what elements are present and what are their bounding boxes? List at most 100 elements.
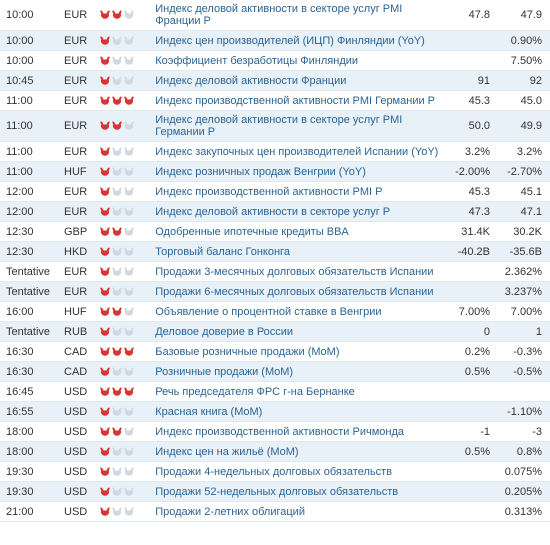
impact-bull-icon: [111, 486, 123, 498]
event-time: 19:30: [0, 482, 58, 502]
event-forecast: [446, 482, 498, 502]
event-link[interactable]: Продажи 6-месячных долговых обязательств…: [155, 286, 433, 298]
calendar-row[interactable]: 10:00EURИндекс цен производителей (ИЦП) …: [0, 31, 550, 51]
calendar-row[interactable]: 11:00EURИндекс закупочных цен производит…: [0, 142, 550, 162]
event-previous: 30.2K: [498, 222, 550, 242]
impact-bull-icon: [123, 226, 135, 238]
calendar-row[interactable]: 10:45EURИндекс деловой активности Франци…: [0, 71, 550, 91]
calendar-row[interactable]: 19:30USD Продажи 52-недельных долговых об…: [0, 482, 550, 502]
event-link[interactable]: Деловое доверие в России: [155, 326, 293, 338]
event-link[interactable]: Речь председателя ФРС г-на Бернанке: [155, 386, 355, 398]
event-link[interactable]: Индекс розничных продаж Венгрии (YoY): [155, 166, 366, 178]
event-time: 11:00: [0, 111, 58, 142]
event-forecast: [446, 502, 498, 522]
event-link[interactable]: Объявление о процентной ставке в Венгрии: [155, 306, 381, 318]
event-link[interactable]: Индекс цен производителей (ИЦП) Финлянди…: [155, 35, 425, 47]
event-previous: 0.205%: [498, 482, 550, 502]
event-link[interactable]: Индекс производственной активности PMI Г…: [155, 95, 435, 107]
impact-bull-icon: [111, 166, 123, 178]
calendar-row[interactable]: 19:30USDПродажи 4-недельных долговых обя…: [0, 462, 550, 482]
event-currency: EUR: [58, 262, 93, 282]
event-name: Индекс производственной активности PMI P: [149, 182, 446, 202]
calendar-row[interactable]: 18:00USDИндекс цен на жильё (MoM)0.5%0.8…: [0, 442, 550, 462]
event-name: Продажи 4-недельных долговых обязательст…: [149, 462, 446, 482]
impact-bull-icon: [99, 206, 111, 218]
calendar-row[interactable]: 16:30CADРозничные продажи (MoM)0.5%-0.5%: [0, 362, 550, 382]
event-time: 16:30: [0, 342, 58, 362]
calendar-row[interactable]: 16:55USDКрасная книга (MoM)-1.10%: [0, 402, 550, 422]
event-link[interactable]: Продажи 3-месячных долговых обязательств…: [155, 266, 433, 278]
event-link[interactable]: Одобренные ипотечные кредиты BBA: [155, 226, 349, 238]
calendar-row[interactable]: 10:00EURКоэффициент безработицы Финлянди…: [0, 51, 550, 71]
impact-bull-icon: [123, 55, 135, 67]
event-previous: 0.90%: [498, 31, 550, 51]
calendar-row[interactable]: 11:00EURИндекс производственной активнос…: [0, 91, 550, 111]
impact-bull-icon: [123, 286, 135, 298]
event-link[interactable]: Индекс производственной активности PMI P: [155, 186, 382, 198]
event-link[interactable]: Индекс деловой активности в секторе услу…: [155, 114, 402, 138]
calendar-row[interactable]: TentativeRUBДеловое доверие в России01: [0, 322, 550, 342]
impact-bull-icon: [111, 120, 123, 132]
event-currency: EUR: [58, 182, 93, 202]
impact-bull-icon: [123, 75, 135, 87]
event-time: Tentative: [0, 282, 58, 302]
event-time: 21:00: [0, 502, 58, 522]
event-link[interactable]: Продажи 4-недельных долговых обязательст…: [155, 466, 392, 478]
event-name: Розничные продажи (MoM): [149, 362, 446, 382]
calendar-row[interactable]: TentativeEURПродажи 3-месячных долговых …: [0, 262, 550, 282]
calendar-row[interactable]: 18:00USDИндекс производственной активнос…: [0, 422, 550, 442]
event-name: Индекс деловой активности в секторе услу…: [149, 202, 446, 222]
event-currency: EUR: [58, 0, 93, 31]
event-currency: EUR: [58, 142, 93, 162]
event-link[interactable]: Индекс закупочных цен производителей Исп…: [155, 146, 438, 158]
calendar-row[interactable]: 12:30GBPОдобренные ипотечные кредиты BBA…: [0, 222, 550, 242]
event-link[interactable]: Базовые розничные продажи (MoM): [155, 346, 339, 358]
event-link[interactable]: Розничные продажи (MoM): [155, 366, 293, 378]
event-link[interactable]: Торговый баланс Гонконга: [155, 246, 290, 258]
calendar-row[interactable]: TentativeEURПродажи 6-месячных долговых …: [0, 282, 550, 302]
calendar-row[interactable]: 10:00EURИндекс деловой активности в сект…: [0, 0, 550, 31]
event-impact: [93, 362, 149, 382]
calendar-row[interactable]: 16:00HUFОбъявление о процентной ставке в…: [0, 302, 550, 322]
calendar-row[interactable]: 12:30HKDТорговый баланс Гонконга-40.2B-3…: [0, 242, 550, 262]
event-link[interactable]: Красная книга (MoM): [155, 406, 262, 418]
impact-bull-icon: [111, 95, 123, 107]
event-currency: USD: [58, 482, 93, 502]
event-link[interactable]: Индекс деловой активности в секторе услу…: [155, 206, 390, 218]
event-name: Индекс деловой активности Франции: [149, 71, 446, 91]
calendar-row[interactable]: 11:00EURИндекс деловой активности в сект…: [0, 111, 550, 142]
event-name: Индекс деловой активности в секторе услу…: [149, 111, 446, 142]
impact-bull-icon: [111, 246, 123, 258]
calendar-row[interactable]: 21:00USDПродажи 2-летних облигаций0.313%: [0, 502, 550, 522]
event-previous: 3.237%: [498, 282, 550, 302]
event-currency: USD: [58, 442, 93, 462]
event-forecast: [446, 51, 498, 71]
calendar-row[interactable]: 12:00EURИндекс деловой активности в сект…: [0, 202, 550, 222]
event-link[interactable]: Индекс деловой активности Франции: [155, 75, 346, 87]
impact-bull-icon: [111, 9, 123, 21]
event-time: 10:45: [0, 71, 58, 91]
event-impact: [93, 222, 149, 242]
impact-bull-icon: [99, 186, 111, 198]
economic-calendar-table: 10:00EURИндекс деловой активности в сект…: [0, 0, 550, 522]
impact-bull-icon: [99, 120, 111, 132]
calendar-row[interactable]: 16:45USDРечь председателя ФРС г-на Берна…: [0, 382, 550, 402]
calendar-row[interactable]: 11:00HUFИндекс розничных продаж Венгрии …: [0, 162, 550, 182]
impact-bull-icon: [123, 95, 135, 107]
impact-bull-icon: [123, 306, 135, 318]
event-time: 12:30: [0, 242, 58, 262]
impact-bull-icon: [99, 75, 111, 87]
event-link[interactable]: Коэффициент безработицы Финляндии: [155, 55, 358, 67]
event-name: Индекс производственной активности Ричмо…: [149, 422, 446, 442]
event-link[interactable]: Продажи 2-летних облигаций: [155, 506, 305, 518]
event-previous: 47.1: [498, 202, 550, 222]
event-link[interactable]: Индекс производственной активности Ричмо…: [155, 426, 404, 438]
event-name: Индекс деловой активности в секторе услу…: [149, 0, 446, 31]
impact-bull-icon: [123, 120, 135, 132]
event-link[interactable]: Продажи 52-недельных долговых обязательс…: [155, 486, 398, 498]
calendar-row[interactable]: 12:00EURИндекс производственной активнос…: [0, 182, 550, 202]
event-link[interactable]: Индекс цен на жильё (MoM): [155, 446, 298, 458]
calendar-row[interactable]: 16:30CADБазовые розничные продажи (MoM)0…: [0, 342, 550, 362]
event-time: 16:45: [0, 382, 58, 402]
event-link[interactable]: Индекс деловой активности в секторе услу…: [155, 3, 402, 27]
